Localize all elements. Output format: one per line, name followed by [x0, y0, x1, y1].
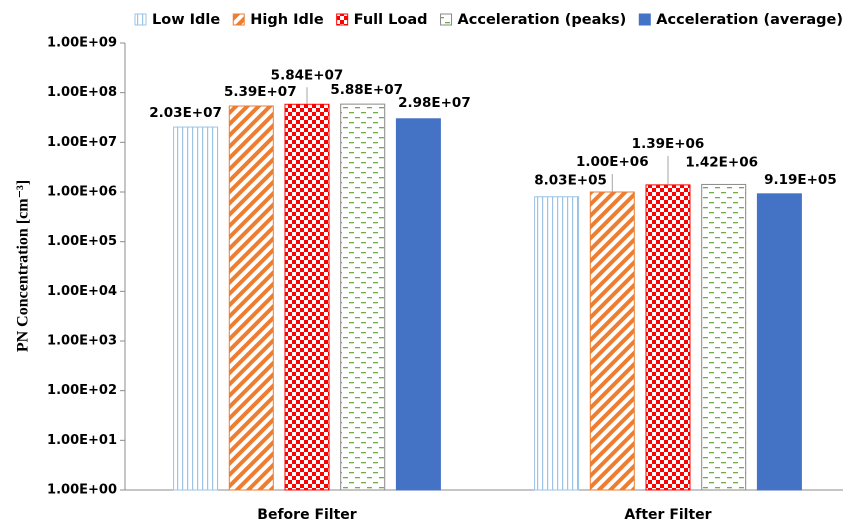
legend-swatch — [134, 13, 147, 26]
y-tick-label: 1.00E+06 — [47, 185, 117, 200]
bar — [284, 103, 330, 491]
y-tick-label: 1.00E+02 — [47, 383, 117, 398]
data-label: 2.03E+07 — [149, 105, 222, 121]
data-label: 8.03E+05 — [534, 173, 607, 189]
data-label: 5.88E+07 — [330, 82, 403, 98]
y-tick-label: 1.00E+01 — [47, 433, 117, 448]
data-label: 9.19E+05 — [764, 172, 837, 188]
x-tick-label: Before Filter — [257, 507, 356, 523]
bar — [340, 103, 386, 491]
bar — [645, 184, 691, 491]
bar — [701, 183, 747, 491]
y-tick-label: 1.00E+00 — [47, 483, 117, 498]
legend-swatch — [232, 13, 245, 26]
y-tick-label: 1.00E+09 — [47, 36, 117, 51]
bar — [534, 196, 580, 491]
legend-swatch — [336, 13, 349, 26]
bar — [395, 118, 441, 491]
legend-label: Full Load — [354, 12, 428, 28]
legend-label: Acceleration (peaks) — [458, 12, 627, 28]
x-tick-label: After Filter — [624, 507, 711, 523]
data-label: 5.39E+07 — [224, 84, 297, 100]
y-tick-label: 1.00E+08 — [47, 85, 117, 100]
y-tick-label: 1.00E+04 — [47, 284, 117, 299]
bar — [228, 105, 274, 491]
legend-label: High Idle — [250, 12, 324, 28]
data-label: 1.42E+06 — [685, 154, 758, 170]
data-label: 2.98E+07 — [398, 95, 471, 111]
legend-swatch — [638, 13, 651, 26]
legend-swatch — [440, 13, 453, 26]
y-tick-label: 1.00E+03 — [47, 334, 117, 349]
legend-label: Acceleration (average) — [656, 12, 843, 28]
data-label: 1.39E+06 — [632, 136, 705, 152]
y-tick-label: 1.00E+07 — [47, 135, 117, 150]
data-label: 5.84E+07 — [271, 67, 344, 83]
y-axis-title: PN Concentration [cm⁻³] — [15, 180, 32, 352]
legend-label: Low Idle — [152, 12, 220, 28]
bar — [756, 193, 802, 491]
y-tick-label: 1.00E+05 — [47, 234, 117, 249]
data-label: 1.00E+06 — [576, 154, 649, 170]
bar — [589, 191, 635, 491]
bar — [173, 126, 219, 491]
